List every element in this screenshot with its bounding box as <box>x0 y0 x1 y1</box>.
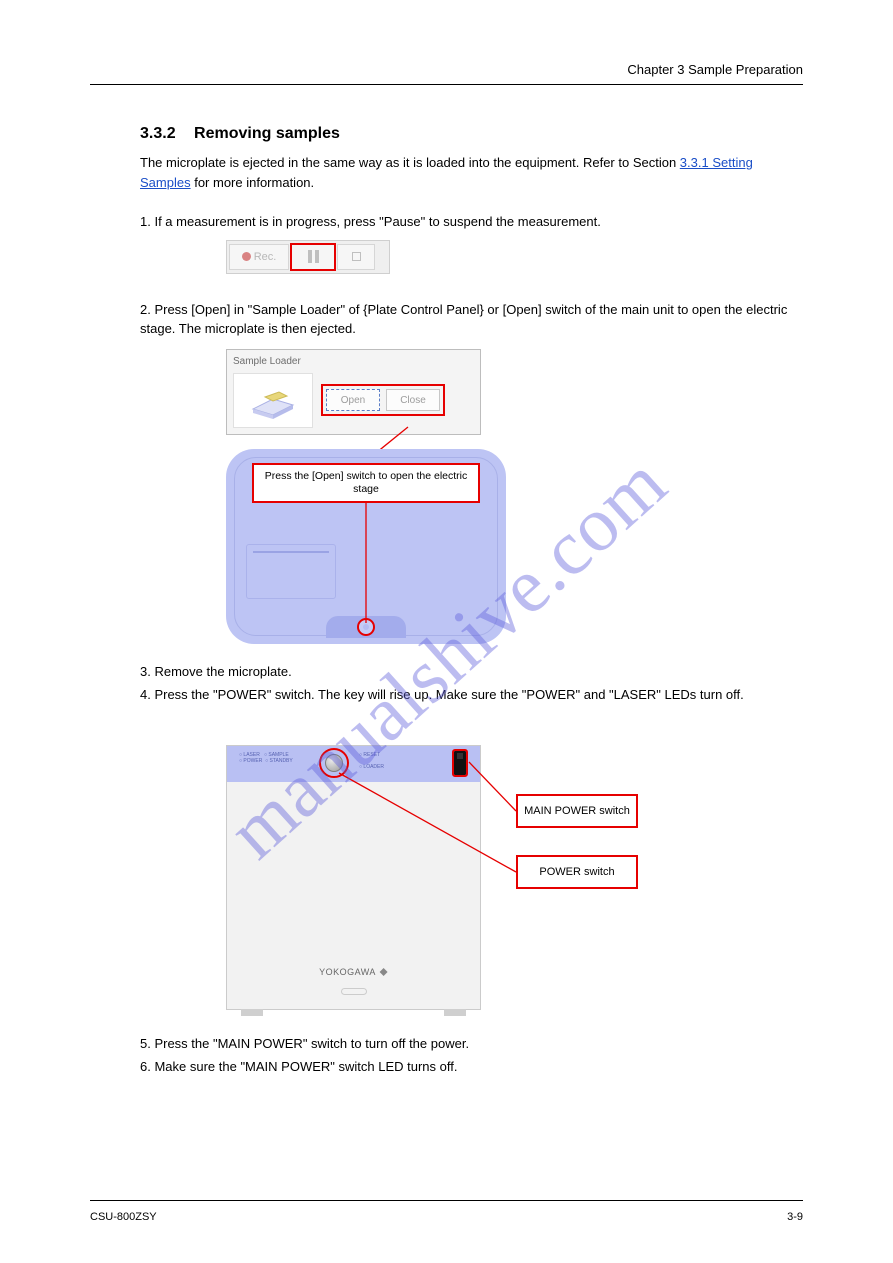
intro-after: for more information. <box>194 175 314 190</box>
reset-labels: ○ RESET○ LOADER <box>359 752 384 771</box>
intro-paragraph: The microplate is ejected in the same wa… <box>140 153 803 192</box>
header-rule <box>90 84 803 85</box>
foot-right <box>444 1009 466 1016</box>
top-callout-box: Press the [Open] switch to open the elec… <box>252 463 480 503</box>
device-front-view: ○ LASER ○ SAMPLE ○ POWER ○ STANDBY ○ RES… <box>226 745 481 1010</box>
section-heading: 3.3.2 Removing samples <box>140 125 803 143</box>
rec-button[interactable]: Rec. <box>229 244 289 270</box>
main-power-switch[interactable] <box>454 751 466 775</box>
sample-loader-panel: Sample Loader Open Close <box>226 349 481 435</box>
status-leds: ○ LASER ○ SAMPLE ○ POWER ○ STANDBY <box>239 752 293 765</box>
footer-model: CSU-800ZSY <box>90 1211 157 1223</box>
foot-left <box>241 1009 263 1016</box>
step-2: 2. Press [Open] in "Sample Loader" of {P… <box>140 300 803 339</box>
open-button[interactable]: Open <box>326 389 380 411</box>
step-1: 1. If a measurement is in progress, pres… <box>140 212 803 232</box>
power-switch[interactable] <box>325 754 343 772</box>
footer-rule <box>90 1200 803 1201</box>
step-4: 4. Press the "POWER" switch. The key wil… <box>140 685 803 705</box>
open-switch-highlight <box>357 618 375 636</box>
rec-toolbar: Rec. <box>226 240 390 274</box>
sample-loader-image <box>233 373 313 428</box>
stage-slot <box>246 544 336 599</box>
header-chapter: Chapter 3 Sample Preparation <box>627 62 803 77</box>
record-icon <box>242 252 251 261</box>
main-power-callout: MAIN POWER switch <box>516 794 638 828</box>
step-6: 6. Make sure the "MAIN POWER" switch LED… <box>140 1057 803 1077</box>
sample-loader-figure: Sample Loader Open Close <box>226 349 803 644</box>
sample-loader-title: Sample Loader <box>233 356 474 367</box>
intro-text: The microplate is ejected in the same wa… <box>140 155 680 170</box>
stop-icon <box>352 252 361 261</box>
rec-label: Rec. <box>254 251 277 263</box>
front-switch-area <box>326 616 406 638</box>
pause-button[interactable] <box>291 244 335 270</box>
footer-page: 3-9 <box>787 1211 803 1223</box>
section-number: 3.3.2 <box>140 125 176 143</box>
section-title: Removing samples <box>194 125 340 143</box>
loader-buttons-group: Open Close <box>323 386 443 414</box>
brand-label: YOKOGAWA <box>319 967 388 977</box>
device-front-figure: ○ LASER ○ SAMPLE ○ POWER ○ STANDBY ○ RES… <box>226 745 803 1010</box>
close-button[interactable]: Close <box>386 389 440 411</box>
step-5: 5. Press the "MAIN POWER" switch to turn… <box>140 1034 803 1054</box>
stop-button[interactable] <box>337 244 375 270</box>
device-top-view: Press the [Open] switch to open the elec… <box>226 449 506 644</box>
power-knob-highlight <box>321 750 347 776</box>
step-3: 3. Remove the microplate. <box>140 662 803 682</box>
power-callout: POWER switch <box>516 855 638 889</box>
handle <box>341 988 367 995</box>
pause-icon <box>308 250 319 263</box>
